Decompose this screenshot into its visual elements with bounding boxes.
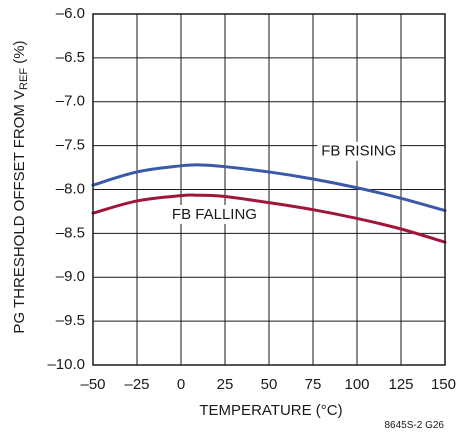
- y-axis-label-unit: (%): [11, 40, 28, 68]
- y-tick-label: –10.0: [47, 356, 85, 373]
- x-tick-label: 25: [217, 376, 234, 393]
- series-label-background: [167, 204, 261, 224]
- y-axis-label: PG THRESHOLD OFFSET FROM VREF (%): [11, 40, 30, 333]
- x-tick-labels: –50 –25 0 25 50 75 100 125 150: [80, 376, 456, 393]
- y-tick-label: –7.0: [56, 93, 85, 110]
- y-tick-label: –8.5: [56, 224, 85, 241]
- y-axis-label-subscript: REF: [18, 68, 30, 90]
- x-tick-label: 50: [261, 376, 278, 393]
- series-label: FB RISING: [321, 143, 396, 160]
- y-tick-label: –7.5: [56, 137, 85, 154]
- x-tick-label: 150: [431, 376, 456, 393]
- series-label-group: FB RISING: [317, 141, 401, 161]
- y-tick-label: –9.5: [56, 312, 85, 329]
- x-tick-label: –25: [124, 376, 149, 393]
- y-tick-label: –9.0: [56, 268, 85, 285]
- x-tick-label: –50: [80, 376, 105, 393]
- figure-code: 8645S-2 G26: [385, 420, 445, 431]
- series-label-group: FB FALLING: [167, 204, 261, 224]
- x-axis-label: TEMPERATURE (°C): [199, 402, 342, 419]
- x-tick-label: 100: [344, 376, 369, 393]
- grid: [93, 14, 445, 365]
- x-tick-label: 0: [177, 376, 185, 393]
- x-tick-label: 125: [388, 376, 413, 393]
- plot-frame: [92, 13, 446, 366]
- y-tick-labels: –6.0 –6.5 –7.0 –7.5 –8.0 –8.5 –9.0 –9.5 –10.0: [47, 5, 85, 373]
- annotations: FB RISING FB FALLING: [167, 141, 401, 224]
- series-line-fb-falling: [91, 193, 447, 244]
- y-axis-label-main: PG THRESHOLD OFFSET FROM V: [11, 90, 28, 334]
- plot-border: [92, 13, 446, 366]
- x-tick-label: 75: [305, 376, 322, 393]
- y-tick-label: –6.5: [56, 49, 85, 66]
- y-tick-label: –6.0: [56, 5, 85, 22]
- series-line-fb-rising: [91, 163, 447, 213]
- y-tick-label: –8.0: [56, 180, 85, 197]
- series-layer: [91, 163, 447, 244]
- series-label-background: [317, 141, 401, 161]
- series-label: FB FALLING: [172, 206, 257, 223]
